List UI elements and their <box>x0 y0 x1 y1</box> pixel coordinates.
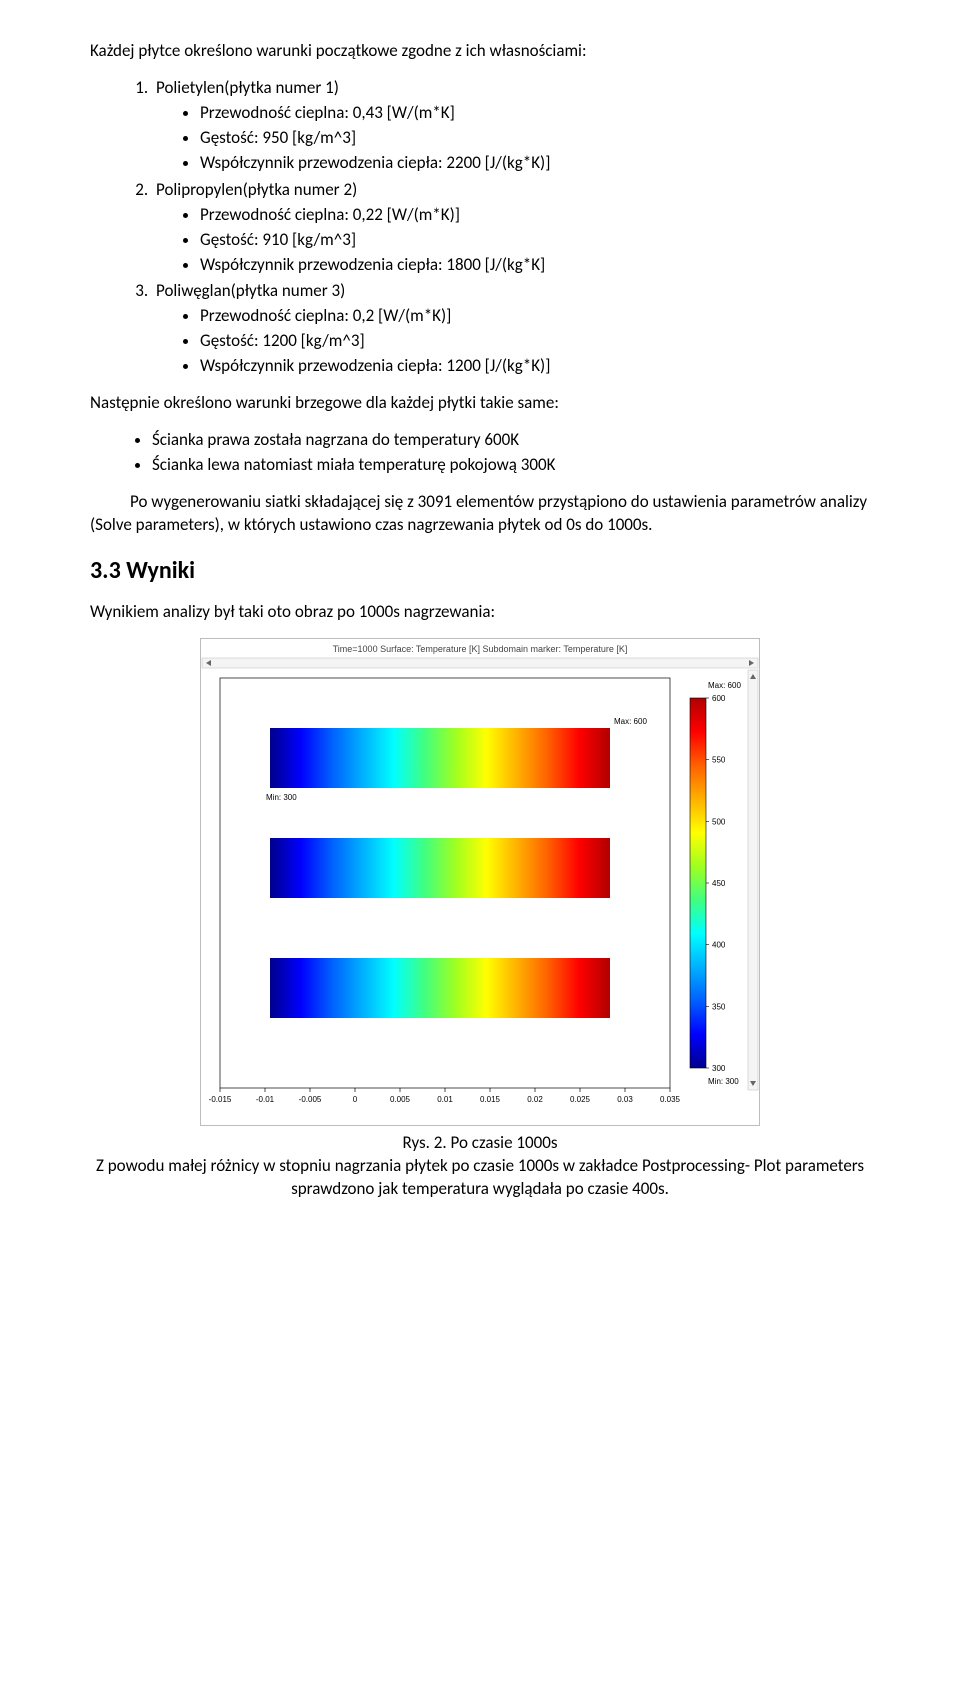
svg-text:300: 300 <box>712 1064 726 1073</box>
svg-text:600: 600 <box>712 694 726 703</box>
svg-text:0.025: 0.025 <box>570 1095 591 1104</box>
bc-item: Ścianka prawa została nagrzana do temper… <box>152 429 870 452</box>
material-props: Przewodność cieplna: 0,43 [W/(m*K] Gęsto… <box>156 102 870 175</box>
svg-text:Max: 600: Max: 600 <box>614 717 647 726</box>
figure: Time=1000 Surface: Temperature [K] Subdo… <box>90 638 870 1126</box>
material-item-2: Polipropylen(płytka numer 2) Przewodność… <box>152 179 870 277</box>
prop: Współczynnik przewodzenia ciepła: 2200 [… <box>200 152 870 175</box>
svg-text:400: 400 <box>712 941 726 950</box>
svg-text:550: 550 <box>712 756 726 765</box>
material-title: Polipropylen(płytka numer 2) <box>156 179 357 200</box>
svg-text:0.035: 0.035 <box>660 1095 681 1104</box>
intro-paragraph: Każdej płytce określono warunki początko… <box>90 40 870 63</box>
mesh-paragraph: Po wygenerowaniu siatki składającej się … <box>90 491 870 537</box>
bc-item: Ścianka lewa natomiast miała temperaturę… <box>152 454 870 477</box>
svg-text:0: 0 <box>353 1095 358 1104</box>
svg-text:-0.01: -0.01 <box>256 1095 275 1104</box>
svg-text:350: 350 <box>712 1003 726 1012</box>
material-title: Polietylen(płytka numer 1) <box>156 77 339 98</box>
figure-caption: Rys. 2. Po czasie 1000s <box>90 1132 870 1155</box>
closing-paragraph: Z powodu małej różnicy w stopniu nagrzan… <box>90 1155 870 1201</box>
bc-list: Ścianka prawa została nagrzana do temper… <box>90 429 870 477</box>
prop: Przewodność cieplna: 0,43 [W/(m*K] <box>200 102 870 125</box>
prop: Przewodność cieplna: 0,22 [W/(m*K)] <box>200 204 870 227</box>
material-item-1: Polietylen(płytka numer 1) Przewodność c… <box>152 77 870 175</box>
materials-list: Polietylen(płytka numer 1) Przewodność c… <box>90 77 870 378</box>
prop: Współczynnik przewodzenia ciepła: 1800 [… <box>200 254 870 277</box>
material-title: Poliwęglan(płytka numer 3) <box>156 280 345 301</box>
svg-text:-0.015: -0.015 <box>209 1095 232 1104</box>
prop: Przewodność cieplna: 0,2 [W/(m*K)] <box>200 305 870 328</box>
svg-text:0.02: 0.02 <box>527 1095 543 1104</box>
bc-intro: Następnie określono warunki brzegowe dla… <box>90 392 870 415</box>
section-heading: 3.3 Wyniki <box>90 555 870 587</box>
svg-text:Min: 300: Min: 300 <box>708 1077 739 1086</box>
prop: Gęstość: 910 [kg/m^3] <box>200 229 870 252</box>
prop: Współczynnik przewodzenia ciepła: 1200 [… <box>200 355 870 378</box>
heatmap-plot: Time=1000 Surface: Temperature [K] Subdo… <box>200 638 760 1126</box>
material-props: Przewodność cieplna: 0,22 [W/(m*K)] Gęst… <box>156 204 870 277</box>
svg-text:Min: 300: Min: 300 <box>266 793 297 802</box>
svg-text:450: 450 <box>712 879 726 888</box>
result-intro: Wynikiem analizy był taki oto obraz po 1… <box>90 601 870 624</box>
svg-text:Time=1000 Surface: Temperatur: Time=1000 Surface: Temperature [K] Subdo… <box>333 644 628 654</box>
svg-text:-0.005: -0.005 <box>299 1095 322 1104</box>
svg-text:0.015: 0.015 <box>480 1095 501 1104</box>
svg-text:0.01: 0.01 <box>437 1095 453 1104</box>
svg-text:0.005: 0.005 <box>390 1095 411 1104</box>
prop: Gęstość: 950 [kg/m^3] <box>200 127 870 150</box>
material-item-3: Poliwęglan(płytka numer 3) Przewodność c… <box>152 280 870 378</box>
material-props: Przewodność cieplna: 0,2 [W/(m*K)] Gęsto… <box>156 305 870 378</box>
svg-text:Max: 600: Max: 600 <box>708 681 741 690</box>
prop: Gęstość: 1200 [kg/m^3] <box>200 330 870 353</box>
svg-text:0.03: 0.03 <box>617 1095 633 1104</box>
svg-text:500: 500 <box>712 818 726 827</box>
